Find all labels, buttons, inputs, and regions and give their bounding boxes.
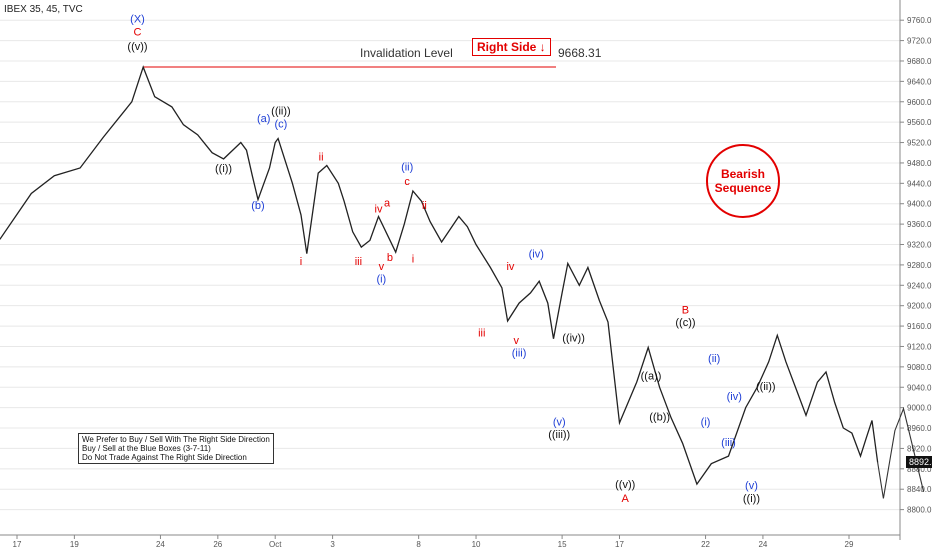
wave-label: ((v)) — [127, 41, 147, 53]
y-tick-label: 9600.0 — [907, 98, 932, 107]
x-tick-label: 17 — [615, 540, 624, 549]
wave-label: iv — [375, 203, 383, 215]
x-axis: 17 19 24 26 Oct 3 8 10 15 17 22 24 29 — [0, 535, 900, 549]
wave-label: (ii) — [708, 353, 720, 365]
wave-label: ((b)) — [649, 411, 670, 423]
wave-label: (b) — [251, 200, 264, 212]
wave-label: iii — [355, 256, 362, 268]
y-tick-label: 9200.0 — [907, 302, 932, 311]
y-tick-label: 9280.0 — [907, 261, 932, 270]
x-tick-label: 29 — [845, 540, 854, 549]
wave-label: C — [134, 26, 142, 38]
y-tick-label: 8920.0 — [907, 444, 932, 453]
wave-label: ((iv)) — [562, 332, 585, 344]
invalidation-value: 9668.31 — [558, 46, 601, 60]
note-line-3: Do Not Trade Against The Right Side Dire… — [82, 453, 270, 462]
y-tick-label: 9240.0 — [907, 281, 932, 290]
y-tick-label: 9160.0 — [907, 322, 932, 331]
wave-label: (i) — [376, 274, 386, 286]
wave-label: c — [404, 176, 410, 188]
y-tick-label: 9040.0 — [907, 383, 932, 392]
x-tick-label: 26 — [213, 540, 222, 549]
wave-label: ((iii)) — [548, 429, 570, 441]
trading-note: We Prefer to Buy / Sell With The Right S… — [78, 433, 274, 464]
x-tick-label: 8 — [416, 540, 421, 549]
x-tick-label: 15 — [558, 540, 567, 549]
x-tick-label: Oct — [269, 540, 282, 549]
y-tick-label: 9760.0 — [907, 16, 932, 25]
wave-label: ((i)) — [215, 163, 232, 175]
wave-label: (iv) — [727, 391, 742, 403]
wave-label: ((v)) — [615, 479, 635, 491]
bearish-sequence-badge: Bearish Sequence — [706, 144, 780, 218]
price-series — [0, 67, 878, 484]
current-price-tag: 8892.3 — [906, 456, 932, 468]
wave-label: (iii) — [512, 348, 527, 360]
wave-label: v — [379, 261, 385, 273]
y-tick-label: 9000.0 — [907, 404, 932, 413]
note-line-2: Buy / Sell at the Blue Boxes (3-7-11) — [82, 444, 270, 453]
y-tick-label: 9480.0 — [907, 159, 932, 168]
wave-label: (v) — [553, 416, 566, 428]
invalidation-label: Invalidation Level — [360, 46, 453, 60]
x-tick-label: 19 — [70, 540, 79, 549]
y-tick-label: 9440.0 — [907, 179, 932, 188]
y-tick-label: 9400.0 — [907, 200, 932, 209]
wave-label: A — [622, 493, 630, 505]
wave-label: ((a)) — [641, 371, 662, 383]
x-tick-label: 24 — [758, 540, 767, 549]
wave-labels: (X)C((v))(a)((ii))(c)((i))(b)iii(ii)civa… — [127, 14, 775, 505]
x-tick-label: 17 — [13, 540, 22, 549]
wave-label: iii — [478, 327, 485, 339]
badge-line-2: Sequence — [715, 181, 772, 195]
y-tick-label: 9360.0 — [907, 220, 932, 229]
wave-label: (v) — [745, 480, 758, 492]
y-tick-label: 8800.0 — [907, 506, 932, 515]
wave-label: ((c)) — [675, 317, 695, 329]
y-tick-label: 9560.0 — [907, 118, 932, 127]
y-tick-label: 8840.0 — [907, 485, 932, 494]
wave-label: ii — [319, 151, 324, 163]
wave-label: b — [387, 252, 393, 264]
wave-label: (ii) — [401, 162, 413, 174]
y-tick-label: 9080.0 — [907, 363, 932, 372]
wave-label: ii — [422, 200, 427, 212]
wave-label: a — [384, 197, 391, 209]
wave-label: i — [412, 253, 414, 265]
y-tick-label: 9640.0 — [907, 77, 932, 86]
wave-label: B — [682, 304, 689, 316]
wave-label: v — [513, 335, 519, 347]
y-tick-label: 9120.0 — [907, 342, 932, 351]
y-tick-label: 8960.0 — [907, 424, 932, 433]
wave-label: (i) — [701, 416, 711, 428]
symbol-header: IBEX 35, 45, TVC — [4, 4, 83, 15]
y-tick-label: 9680.0 — [907, 57, 932, 66]
wave-label: i — [300, 256, 302, 268]
wave-label: ((i)) — [743, 493, 760, 505]
wave-label: (iii) — [721, 437, 736, 449]
wave-label: (c) — [275, 118, 288, 130]
y-tick-label: 9720.0 — [907, 37, 932, 46]
wave-label: iv — [506, 261, 514, 273]
note-line-1: We Prefer to Buy / Sell With The Right S… — [82, 435, 270, 444]
wave-label: ((ii)) — [271, 106, 291, 118]
x-tick-label: 10 — [472, 540, 481, 549]
wave-label: (X) — [130, 14, 145, 26]
x-tick-label: 3 — [330, 540, 335, 549]
y-tick-label: 9520.0 — [907, 139, 932, 148]
wave-label: (a) — [257, 113, 270, 125]
y-tick-label: 9320.0 — [907, 241, 932, 250]
wave-label: (iv) — [529, 248, 544, 260]
x-tick-label: 24 — [156, 540, 165, 549]
right-side-box: Right Side ↓ — [472, 38, 551, 56]
badge-line-1: Bearish — [715, 167, 772, 181]
x-tick-label: 22 — [701, 540, 710, 549]
wave-label: ((ii)) — [756, 381, 776, 393]
